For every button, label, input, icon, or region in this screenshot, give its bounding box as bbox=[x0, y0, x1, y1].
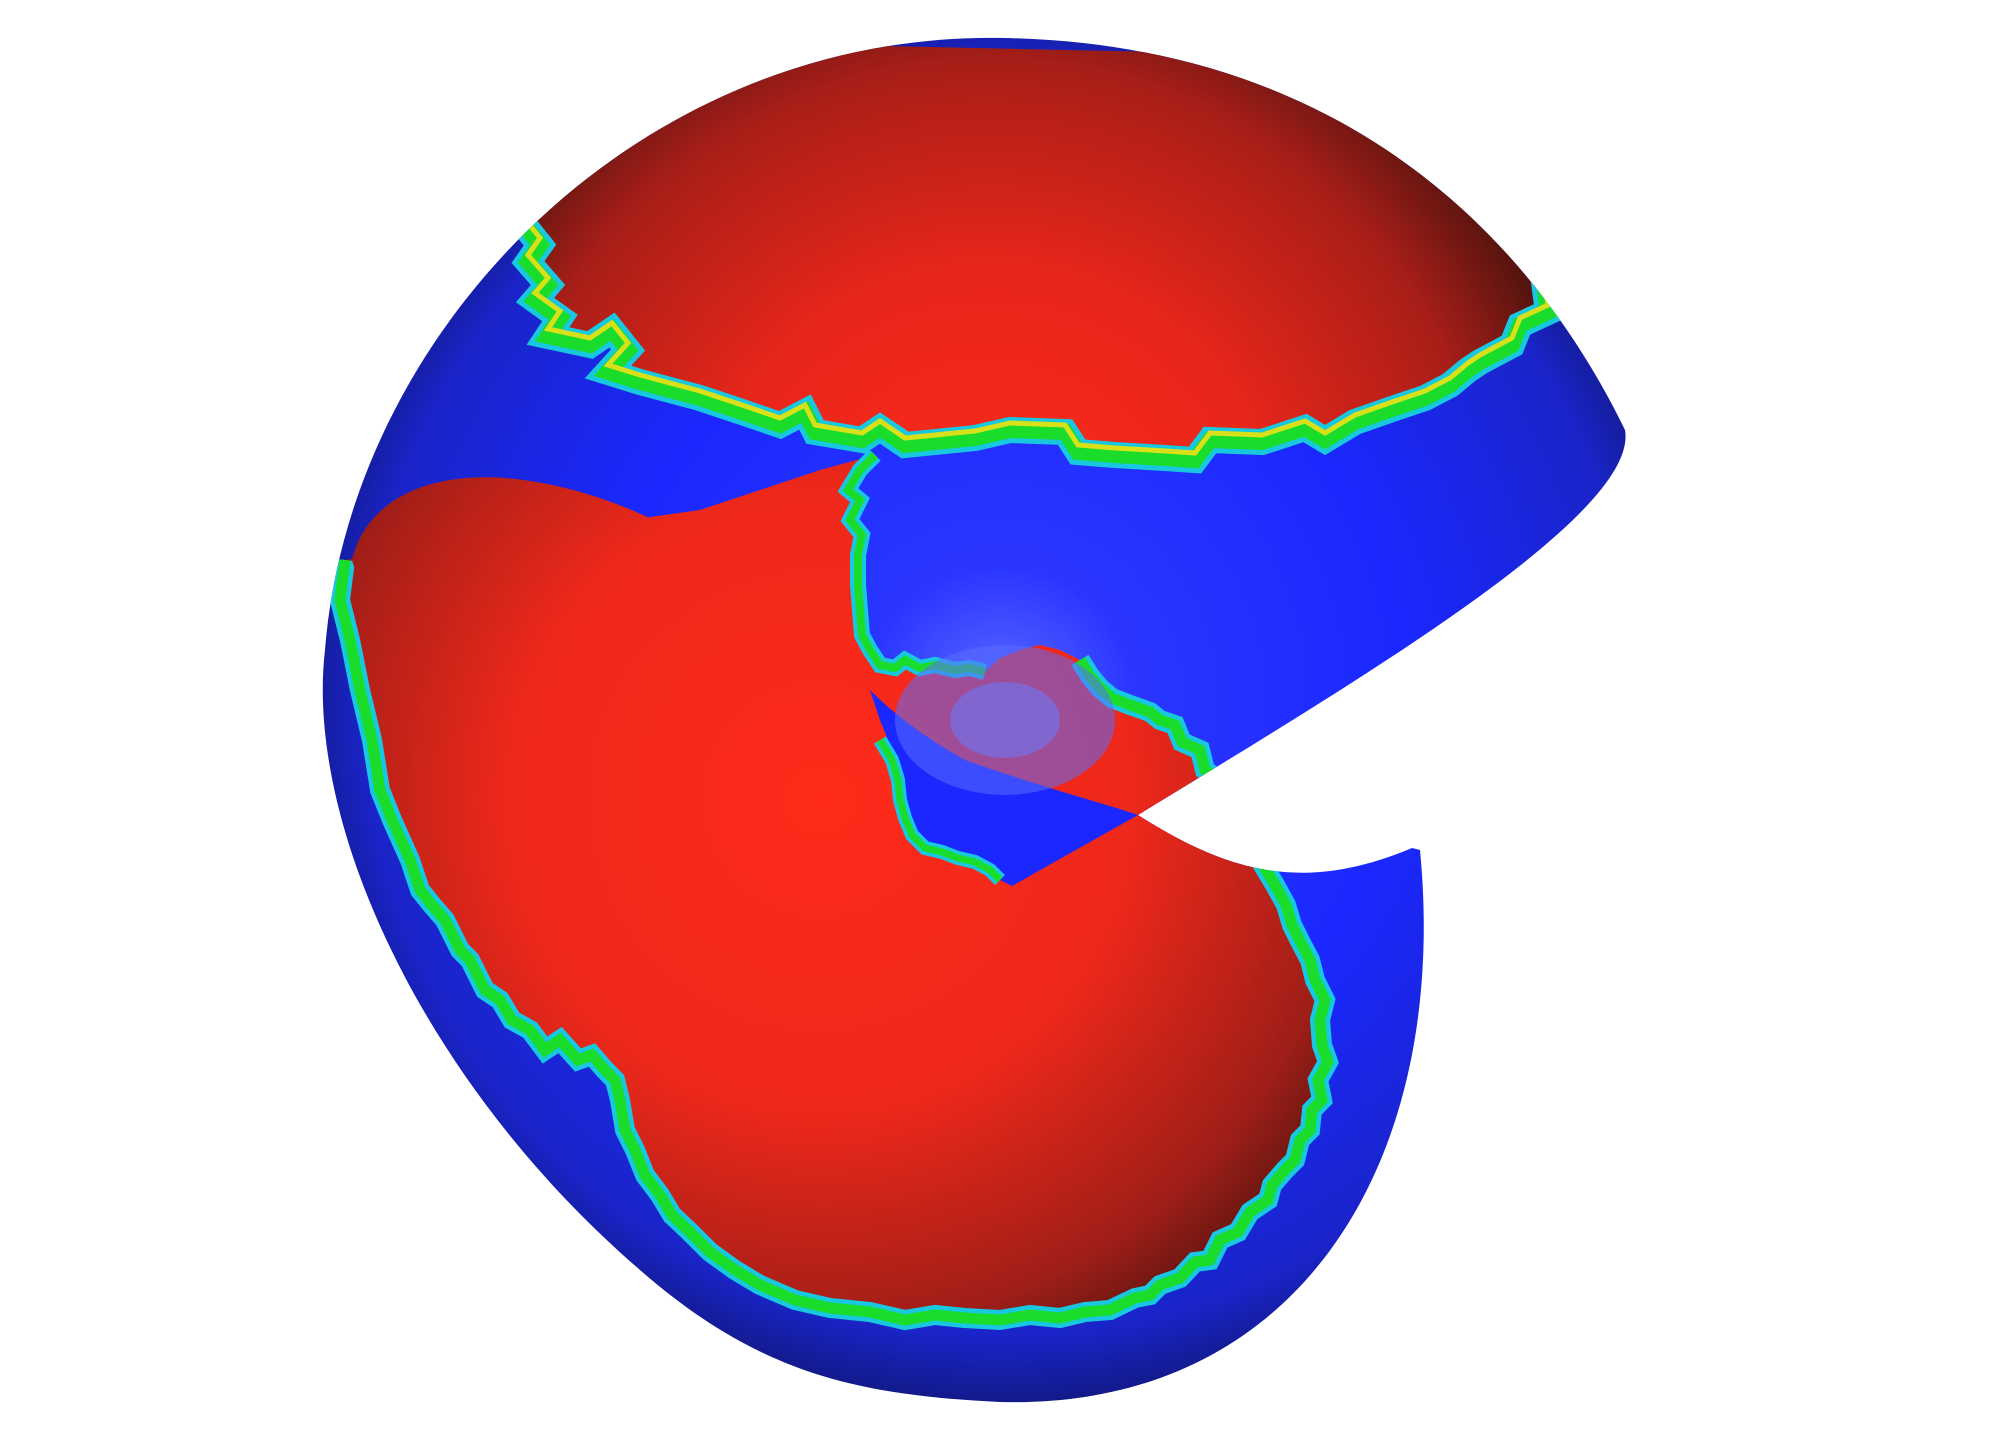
upper-red-region bbox=[440, 40, 1590, 474]
inner-red-face bbox=[352, 477, 1012, 905]
center-highlight bbox=[895, 645, 1115, 795]
